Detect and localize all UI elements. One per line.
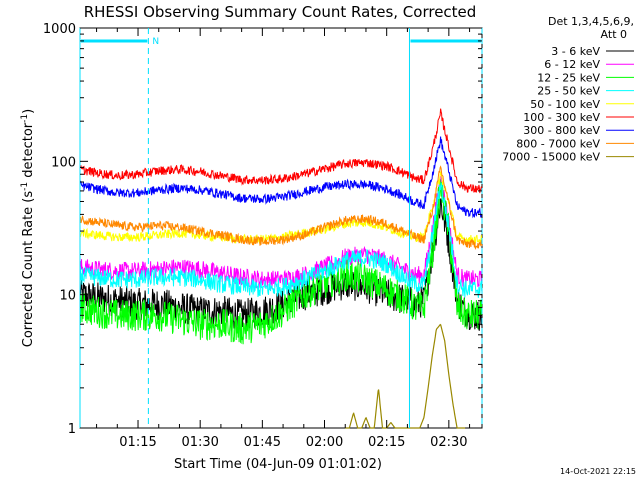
y-axis-label-sup2: -1	[20, 114, 30, 123]
legend-label-8: 800 - 7000 keV	[516, 137, 600, 150]
series-line-6	[79, 108, 483, 194]
legend-label-1: 3 - 6 keV	[551, 45, 600, 58]
series-line-7	[79, 136, 482, 219]
footer-timestamp: 14-Oct-2021 22:15	[560, 467, 636, 476]
series-line-8	[79, 165, 483, 250]
x-tick-label: 01:30	[181, 435, 218, 450]
series-line-4	[79, 182, 483, 298]
series-line-9	[345, 323, 466, 429]
night-flag-label: N	[152, 37, 159, 47]
x-tick-label: 02:15	[368, 435, 405, 450]
series-line-3	[79, 179, 483, 345]
x-tick-label: 01:45	[244, 435, 281, 450]
series-layer	[79, 108, 483, 429]
legend-header-line2: Att 0	[601, 28, 627, 41]
legend-label-2: 6 - 12 keV	[544, 58, 600, 71]
y-axis-label-part1: Corrected Count Rate (s	[21, 191, 36, 348]
legend-label-7: 300 - 800 keV	[523, 124, 600, 137]
x-tick-label: 02:00	[306, 435, 343, 450]
axes: 01:15 01:30 01:45 02:00 02:15 02:30 1 10 100 1000	[43, 22, 482, 450]
y-axis-label-sup1: -1	[20, 182, 30, 191]
y-axis-label-part2: detector	[21, 122, 36, 182]
y-axis-label-part3: )	[21, 109, 36, 114]
y-tick-label: 1000	[43, 22, 76, 37]
y-tick-label: 1	[68, 422, 76, 437]
night-intervals: N	[79, 28, 483, 428]
legend-header-line1: Det 1,3,4,5,6,9,	[548, 15, 634, 28]
legend-label-3: 12 - 25 keV	[537, 71, 600, 84]
y-tick-label: 100	[51, 155, 76, 170]
y-tick-label: 10	[59, 289, 76, 304]
chart-title: RHESSI Observing Summary Count Rates, Co…	[84, 3, 477, 21]
legend-label-6: 100 - 300 keV	[523, 111, 600, 124]
y-axis-label: Corrected Count Rate (s-1 detector-1)	[20, 109, 36, 347]
legend-label-4: 25 - 50 keV	[537, 85, 600, 98]
x-tick-label: 02:30	[430, 435, 467, 450]
x-axis-label: Start Time (04-Jun-09 01:01:02)	[174, 457, 382, 472]
legend-label-5: 50 - 100 keV	[530, 98, 600, 111]
x-tick-label: 01:15	[119, 435, 156, 450]
series-line-2	[79, 175, 483, 289]
legend-label-9: 7000 - 15000 keV	[502, 151, 600, 164]
